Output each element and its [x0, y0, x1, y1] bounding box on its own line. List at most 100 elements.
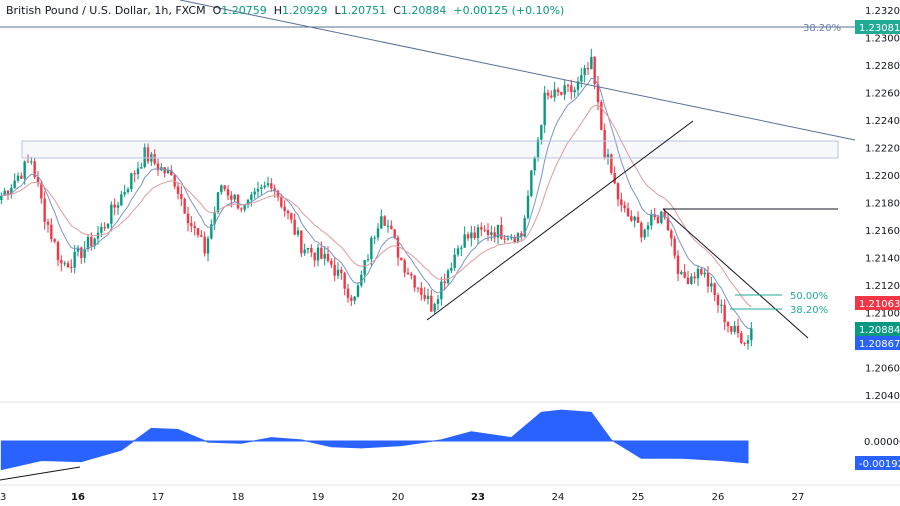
candle-body	[426, 295, 430, 299]
descending-trendline[interactable]	[179, 0, 856, 141]
change-value: +0.00125 (+0.10%)	[453, 4, 565, 17]
candle-body	[206, 238, 210, 254]
price-tick: 1.23200	[865, 6, 900, 17]
candle-body	[543, 92, 546, 126]
candle-body	[366, 259, 370, 261]
candle-body	[66, 263, 70, 267]
candle-body	[13, 180, 16, 188]
candle-body	[416, 287, 420, 289]
candle-body	[303, 249, 306, 254]
candle-body	[720, 304, 723, 306]
falling-trendline[interactable]	[662, 208, 809, 339]
candle-body	[446, 270, 450, 284]
candle-body	[186, 213, 190, 224]
candle-body	[93, 238, 96, 246]
low-value: 1.20751	[340, 4, 387, 17]
candle-body	[676, 255, 680, 274]
candle-body	[423, 294, 426, 299]
candle-body	[723, 304, 726, 323]
candle-body	[586, 68, 590, 70]
candle-body	[496, 224, 500, 238]
close-label: C	[393, 4, 401, 17]
candle-body	[680, 271, 683, 274]
candle-body	[570, 85, 573, 93]
chart-legend: British Pound / U.S. Dollar, 1h, FXCM O1…	[6, 4, 564, 17]
price-tick: 1.20600	[865, 364, 900, 375]
candle-body	[53, 239, 56, 242]
moving-averages	[1, 77, 752, 329]
candle-body	[473, 232, 476, 239]
candle-body	[340, 269, 343, 274]
candle-body	[413, 275, 416, 288]
rising-trendline[interactable]	[426, 120, 694, 321]
ma-value-badge-text: 1.21063	[859, 299, 900, 310]
candle-body	[236, 194, 240, 209]
candle-body	[73, 251, 76, 268]
candle-body	[133, 173, 136, 175]
high-value: 1.20929	[282, 4, 328, 17]
candle-body	[46, 221, 50, 225]
candle-body	[76, 247, 80, 252]
candle-body	[213, 212, 216, 225]
ma-slow-line	[1, 104, 752, 308]
open-label: O	[212, 4, 222, 17]
time-axis: 3 16 17 18 19 20 23 24 25 26 27	[0, 484, 900, 503]
candle-body	[80, 247, 83, 258]
fib-level-badge-text: 1.23081	[859, 23, 900, 34]
price-tick: 1.21800	[865, 199, 900, 210]
candle-body	[510, 236, 513, 239]
resistance-zone[interactable]	[21, 140, 839, 159]
time-tick: 17	[152, 492, 165, 503]
oscillator-trendline[interactable]	[0, 466, 81, 481]
price-tick: 1.21200	[865, 281, 900, 292]
candle-body	[353, 296, 356, 301]
candle-body	[686, 277, 690, 284]
candle-body	[0, 195, 3, 200]
candle-body	[16, 175, 20, 181]
candle-body	[260, 187, 263, 189]
candle-body	[153, 153, 156, 164]
candle-body	[700, 268, 703, 275]
candle-body	[733, 325, 736, 332]
candle-body	[556, 89, 560, 93]
candle-body	[730, 326, 733, 332]
candle-body	[593, 56, 596, 85]
candle-body	[360, 274, 363, 286]
close-value: 1.20884	[400, 4, 447, 17]
candle-body	[696, 268, 700, 279]
candle-body	[156, 163, 160, 171]
time-tick: 19	[312, 492, 325, 503]
fib-50-label: 50.00%	[790, 291, 828, 302]
candle-body	[196, 228, 200, 236]
candle-body	[113, 204, 116, 208]
ma-fast-value-badge-text: 1.20867	[859, 339, 900, 350]
candle-body	[646, 225, 650, 230]
candle-body	[583, 68, 586, 76]
candle-body	[540, 125, 543, 140]
candle-body	[146, 147, 150, 162]
candle-body	[466, 234, 470, 239]
high-label: H	[273, 4, 283, 17]
candle-body	[116, 205, 120, 208]
candle-body	[743, 342, 746, 344]
candle-body	[476, 227, 480, 239]
candle-body	[56, 241, 60, 261]
price-tick: 1.21400	[865, 254, 900, 265]
low-label: L	[334, 4, 341, 17]
time-tick: 20	[392, 492, 405, 503]
candle-body	[306, 247, 310, 250]
candle-body	[230, 195, 233, 200]
candle-body	[403, 260, 406, 273]
candle-body	[460, 247, 463, 249]
candle-body	[266, 183, 270, 186]
candle-body	[450, 268, 453, 271]
candle-body	[546, 92, 550, 96]
candle-body	[86, 236, 90, 249]
candle-body	[443, 281, 446, 284]
candle-body	[36, 177, 40, 183]
candle-body	[193, 225, 196, 229]
osc-tick: 0.00000	[864, 437, 900, 448]
candle-body	[576, 81, 580, 90]
candle-body	[603, 129, 606, 158]
